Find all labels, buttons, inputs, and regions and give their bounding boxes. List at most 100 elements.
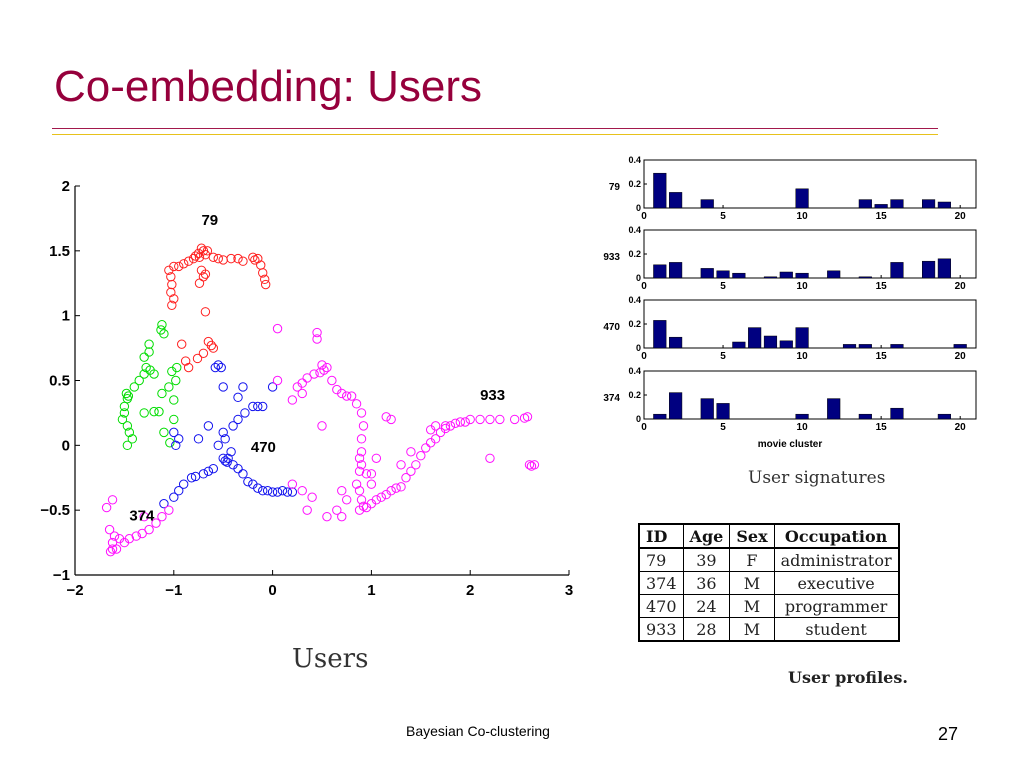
scatter-point-magenta [272, 375, 283, 386]
scatter-point-blue [226, 447, 236, 457]
bar [874, 204, 888, 209]
scatter-point-magenta [358, 421, 369, 431]
bar [890, 407, 904, 420]
scatter-point-green [127, 434, 138, 444]
y-tick-label: 0 [636, 343, 641, 353]
x-tick-label: 15 [876, 351, 888, 362]
bar [669, 392, 683, 420]
series-label-79: 79 [609, 182, 621, 193]
cell-id: 79 [638, 547, 684, 572]
table-row: 79 39 F administrator [638, 547, 900, 572]
bar [890, 262, 904, 279]
scatter-point-blue [253, 483, 263, 493]
scatter-point-blue [272, 487, 283, 497]
col-sex: Sex [729, 523, 775, 549]
bar [842, 344, 857, 349]
scatter-point-red [258, 268, 268, 278]
bar [653, 413, 667, 420]
scatter-point-red [208, 343, 219, 353]
scatter-point-magenta [297, 388, 307, 399]
x-tick-label: −1 [165, 582, 182, 599]
annotation-label: 79 [201, 212, 218, 229]
scatter-point-red [167, 300, 177, 310]
scatter-point-red [178, 259, 189, 269]
scatter-point-blue [203, 466, 214, 476]
scatter-point-red [238, 256, 248, 266]
scatter-point-green [139, 408, 149, 418]
scatter-point-magenta [327, 375, 337, 386]
annotation-label: 374 [129, 508, 155, 525]
y-tick-label: 0.2 [628, 179, 641, 189]
x-tick-label: 20 [955, 351, 967, 362]
scatter-point-red [183, 256, 194, 266]
bar [669, 192, 683, 209]
title-rule-red [52, 128, 938, 129]
scatter-point-green [149, 406, 159, 417]
scatter-point-magenta [351, 479, 362, 489]
scatter-point-red [250, 255, 260, 265]
scatter-point-magenta [104, 524, 115, 535]
scatter-point-magenta [342, 495, 352, 505]
y-tick-label: 0 [636, 414, 641, 424]
scatter-point-green [134, 375, 144, 386]
scatter-point-blue [222, 457, 232, 467]
x-tick-label: 0 [641, 351, 647, 362]
scatter-point-blue [238, 382, 248, 392]
scatter-point-magenta [371, 495, 382, 505]
scatter-point-blue [208, 463, 219, 474]
scatter-point-red [233, 253, 243, 264]
scatter-point-magenta [144, 524, 154, 535]
y-tick-label: 0.2 [628, 249, 641, 259]
bar [953, 344, 967, 349]
cell-id: 470 [638, 594, 684, 618]
scatter-point-red [226, 253, 236, 264]
y-tick-label: 1 [62, 308, 70, 325]
scatter-point-blue [171, 440, 181, 451]
y-tick-label: 0.2 [628, 390, 641, 400]
scatter-point-red [194, 278, 205, 288]
series-label-374: 374 [603, 393, 620, 404]
scatter-point-magenta [421, 443, 431, 453]
x-tick-label: 0 [641, 422, 647, 433]
scatter-point-magenta [151, 518, 161, 528]
scatter-point-blue [223, 453, 233, 463]
scatter-point-magenta [376, 492, 386, 502]
scatter-point-magenta [450, 418, 461, 428]
scatter-point-magenta [416, 451, 426, 461]
scatter-point-red [194, 252, 205, 263]
scatter-point-magenta [460, 417, 470, 427]
scatter-point-green [169, 395, 179, 405]
bar [827, 270, 841, 279]
cell-occupation: programmer [773, 594, 900, 618]
x-tick-label: 20 [955, 281, 967, 292]
scatter-point-magenta [346, 391, 357, 401]
scatter-point-magenta [354, 453, 365, 463]
scatter-point-magenta [322, 362, 332, 373]
scatter-point-blue [210, 362, 220, 373]
scatter-point-green [139, 352, 149, 362]
cell-age: 24 [682, 594, 731, 618]
scatter-point-magenta [526, 461, 537, 471]
scatter-point-magenta [475, 414, 485, 425]
bar [716, 270, 730, 279]
scatter-point-magenta [272, 323, 283, 334]
footer-text: Bayesian Co-clustering [406, 723, 550, 739]
cell-id: 933 [638, 617, 684, 642]
scatter-point-blue [190, 471, 201, 482]
bar [921, 199, 936, 209]
bar [732, 272, 746, 279]
scatter-point-magenta [406, 447, 416, 457]
scatter-point-red [200, 307, 211, 317]
scatter-point-green [154, 406, 164, 417]
scatter-point-magenta [396, 460, 406, 470]
y-tick-label: 0.2 [628, 319, 641, 329]
scatter-point-magenta [312, 327, 322, 338]
scatter-point-blue [159, 498, 169, 509]
scatter-point-magenta [411, 460, 421, 470]
scatter-point-red [190, 251, 201, 261]
scatter-point-magenta [455, 417, 466, 427]
signatures-caption: User signatures [748, 468, 886, 488]
x-tick-label: 10 [797, 351, 809, 362]
scatter-point-blue [193, 434, 204, 444]
